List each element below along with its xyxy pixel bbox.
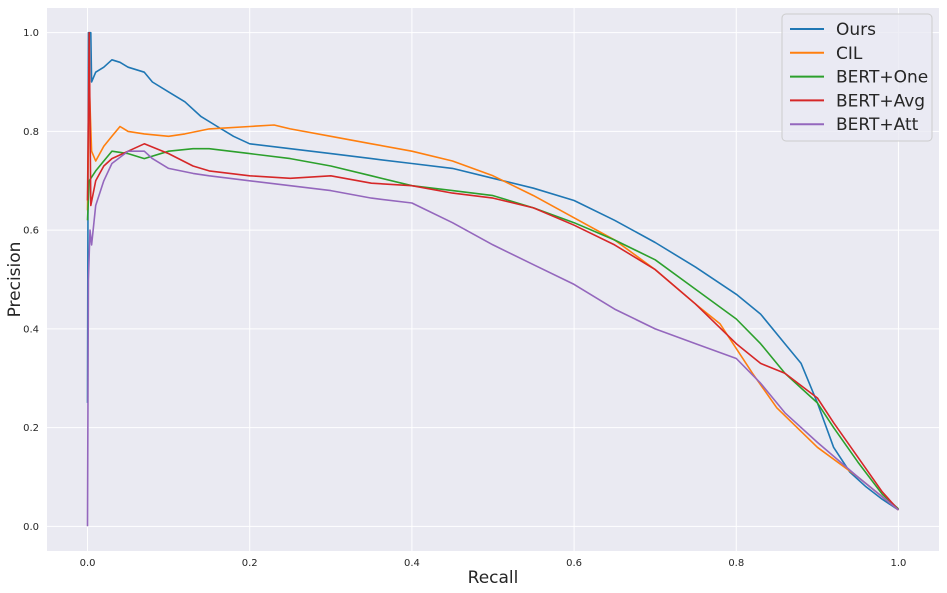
legend-frame [781, 13, 933, 142]
y-tick-labels: 0.0 0.2 0.4 0.6 0.8 1.0 [23, 28, 39, 533]
legend-label-bert-one: BERT+One [836, 68, 928, 88]
x-axis-label: Recall [468, 568, 519, 588]
x-tick-label: 0.4 [404, 558, 420, 569]
y-tick-label: 0.2 [23, 423, 39, 434]
x-tick-label: 0.8 [728, 558, 744, 569]
series-line-cil [86, 81, 900, 511]
y-axis-label: Precision [5, 242, 25, 318]
series-line-ours [86, 31, 899, 511]
legend-label-ours: Ours [836, 20, 876, 40]
y-tick-label: 0.8 [23, 127, 39, 138]
legend: Ours CIL BERT+One BERT+Avg BERT+Att [781, 13, 933, 142]
y-tick-label: 0.6 [23, 226, 39, 237]
y-tick-label: 0.0 [23, 522, 39, 533]
legend-label-cil: CIL [836, 44, 863, 64]
x-tick-labels: 0.0 0.2 0.4 0.6 0.8 1.0 [80, 558, 907, 569]
legend-label-bert-avg: BERT+Avg [836, 91, 925, 111]
series-line-bert-att [86, 150, 900, 527]
series-line-bert-avg [86, 31, 900, 511]
y-tick-label: 1.0 [23, 28, 39, 39]
legend-label-bert-att: BERT+Att [836, 115, 919, 135]
x-tick-label: 1.0 [891, 558, 907, 569]
x-tick-label: 0.6 [566, 558, 582, 569]
y-tick-label: 0.4 [23, 324, 39, 335]
series-lines [86, 31, 900, 527]
x-tick-label: 0.0 [80, 558, 96, 569]
x-tick-label: 0.2 [242, 558, 258, 569]
